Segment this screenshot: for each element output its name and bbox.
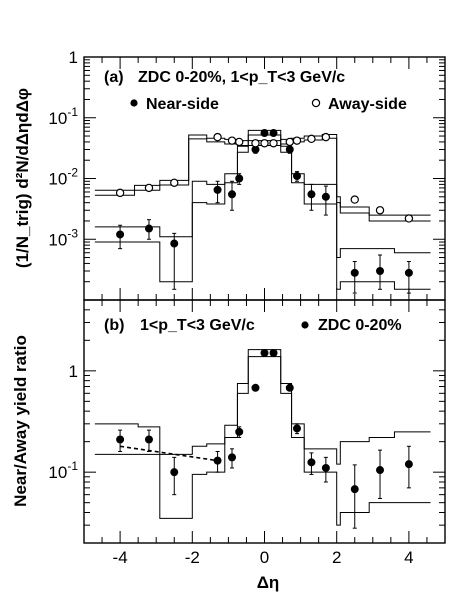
panel-b: 10-1 1 -4 -2 0 2 4 (b) 1<p_T<3 GeV/c ZDC 0-20… [11,299,446,592]
near-side-point [321,463,330,472]
away-side-point [292,136,302,145]
near-side-point [404,460,413,469]
systematic-band-low [94,356,431,526]
panel-a-error-bars [118,130,411,294]
panel-b-points [116,348,413,494]
panel-a-frame [83,56,446,301]
y-tick-label: 10-3 [48,226,78,249]
near-side-point [260,348,269,357]
near-side-point [292,171,301,180]
legend-near-side-marker [130,99,138,107]
panel-b-y-ticks: 10-1 1 [48,299,445,544]
legend-zdc-label: ZDC 0-20% [318,317,402,334]
away-side-point [251,139,260,148]
away-side-point [227,136,237,145]
near-side-point [228,190,237,199]
near-side-point [404,268,413,277]
near-side-point [170,239,179,248]
near-side-point [260,129,269,138]
near-side-point [235,427,244,436]
panel-b-systematic-bands [94,349,431,526]
panel-b-fit-line [119,445,218,462]
panel-a-label: (a) [104,69,124,86]
x-axis-title: Δη [257,573,280,592]
near-side-point [269,348,278,357]
panel-b-x-ticks: -4 -2 0 2 4 [101,300,428,567]
near-side-point [285,383,294,392]
near-side-point [285,145,294,154]
near-side-point [170,468,179,477]
near-side-point [228,453,237,462]
away-side-point [375,206,385,215]
x-tick-label: 0 [260,548,269,567]
away-side-point [350,195,359,204]
away-side-point [115,188,125,198]
away-side-point [404,214,414,223]
systematic-band-high [94,129,431,259]
panel-a-y-ticks: 10-3 10-2 10-1 1 [48,48,445,301]
away-side-point [321,132,331,142]
away-side-point [170,178,179,187]
near-side-point [144,435,153,444]
near-side-point [307,190,316,199]
near-side-point [350,268,359,277]
away-side-point [307,134,316,144]
y-tick-label: 10-2 [48,166,78,189]
away-side-point [260,139,269,148]
y-tick-label: 10-1 [48,459,78,482]
panel-b-error-bars [118,351,411,529]
panel-a-y-axis-title: (1/N_trig) d²N/dΔηdΔφ [13,88,32,268]
x-tick-label: 2 [332,548,341,567]
panel-a-x-ticks [101,57,428,300]
near-side-point [376,267,385,276]
panel-b-title: 1<p_T<3 GeV/c [140,317,255,334]
panel-b-y-axis-title: Near/Away yield ratio [11,335,30,507]
near-side-point [144,224,153,233]
near-side-point [376,466,385,475]
y-tick-label: 1 [69,362,78,381]
panel-a-title: ZDC 0-20%, 1<p_T<3 GeV/c [138,69,345,86]
away-side-point [269,139,278,148]
fit-line [119,445,218,462]
y-tick-label: 1 [69,48,78,67]
near-side-point [116,435,125,444]
away-side-point [285,137,294,147]
near-side-point [307,458,316,467]
x-tick-label: -2 [185,548,200,567]
near-side-point [350,485,359,494]
near-side-point [321,192,330,201]
systematic-band-high [94,349,431,465]
legend-away-side-marker [311,98,321,108]
panel-b-frame [83,299,446,544]
panel-b-label: (b) [104,317,124,334]
away-side-point [213,132,222,142]
away-side-point [235,137,244,147]
x-tick-label: 4 [404,548,413,567]
legend-zdc-marker [301,321,309,329]
x-tick-label: -4 [113,548,128,567]
near-side-point [269,129,278,138]
near-side-point [213,185,222,194]
near-side-point [116,230,125,239]
near-side-point [235,174,244,183]
away-side-point [144,183,154,193]
legend-away-side-label: Away-side [328,96,407,113]
y-tick-label: 10-1 [48,105,78,128]
panel-a-points [115,129,414,277]
near-side-point [251,383,260,392]
legend-near-side-label: Near-side [146,96,219,113]
near-side-point [292,424,301,433]
near-side-point [213,456,222,465]
panel-a: 10-3 10-2 10-1 1 (a) ZDC 0-20%, 1<p_T<3 GeV… [13,48,446,301]
